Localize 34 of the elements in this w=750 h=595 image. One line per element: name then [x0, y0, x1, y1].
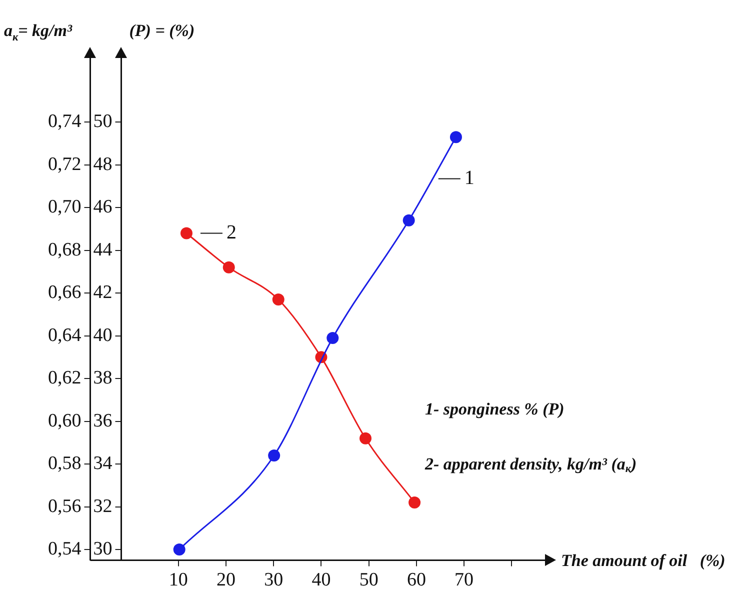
series-label: 1 [464, 166, 474, 189]
y2-tick-label: 48 [93, 154, 112, 175]
x-axis-title: The amount of oil (%) [561, 551, 726, 570]
annotation: 1- sponginess % (P) [425, 399, 564, 418]
y-tick-label: 0,56 [48, 496, 82, 517]
y2-tick-label: 30 [93, 538, 112, 560]
y2-tick-label: 40 [93, 324, 112, 346]
x-tick-label: 20 [216, 570, 236, 591]
y-tick-label: 0,70 [48, 196, 82, 218]
y-tick-label: 0,74 [48, 111, 82, 132]
y2-tick-label: 38 [93, 368, 112, 389]
x-tick-label: 60 [406, 570, 426, 591]
y-tick-label: 0,72 [48, 154, 82, 175]
y2-tick-label: 44 [93, 239, 113, 260]
x-tick-label: 70 [454, 570, 474, 591]
x-tick-label: 40 [312, 570, 331, 591]
y2-tick-label: 42 [93, 282, 112, 304]
x-tick-label: 50 [359, 570, 378, 591]
y2-tick-label: 36 [93, 410, 112, 432]
y-tick-label: 0,54 [48, 538, 82, 560]
y2-tick-label: 50 [93, 111, 112, 132]
y-tick-label: 0,60 [48, 410, 82, 432]
y2-tick-label: 34 [93, 453, 113, 474]
y-tick-label: 0,64 [48, 324, 82, 346]
y-tick-label: 0,66 [48, 282, 82, 304]
x-tick-label: 10 [168, 570, 188, 591]
y-tick-label: 0,68 [48, 239, 82, 260]
series-label: 2 [226, 221, 236, 244]
y-tick-label: 0,58 [48, 453, 82, 474]
y-tick-label: 0,62 [48, 368, 82, 389]
y2-axis-title: (P) = (%) [129, 21, 195, 40]
x-tick-label: 30 [264, 570, 284, 591]
y2-tick-label: 32 [93, 496, 112, 517]
y2-tick-label: 46 [93, 196, 112, 218]
